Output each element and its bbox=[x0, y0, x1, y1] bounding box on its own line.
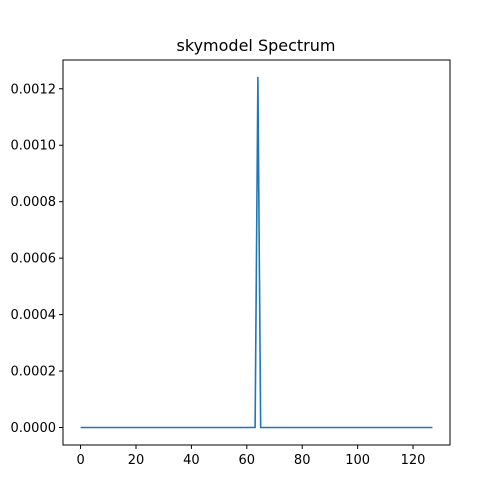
series-line-0 bbox=[80, 76, 433, 429]
y-tick-label: 0.0002 bbox=[11, 365, 57, 380]
x-tick-label: 80 bbox=[294, 453, 311, 468]
y-tick-label: 0.0000 bbox=[11, 421, 57, 436]
y-tick-label: 0.0004 bbox=[11, 308, 57, 323]
y-tick-label: 0.0010 bbox=[11, 139, 57, 154]
axes-frame bbox=[62, 59, 451, 446]
x-tick-label: 120 bbox=[401, 453, 426, 468]
x-tick-label: 40 bbox=[183, 453, 200, 468]
x-tick-label: 60 bbox=[239, 453, 256, 468]
y-tick-label: 0.0008 bbox=[11, 195, 57, 210]
y-axis: 0.0000 0.0002 0.0004 0.0006 0.0008 0.0010 0.00… bbox=[11, 82, 63, 436]
x-tick-label: 0 bbox=[76, 453, 84, 468]
x-tick-label: 20 bbox=[128, 453, 145, 468]
series-layer bbox=[80, 76, 433, 429]
y-tick-label: 0.0012 bbox=[11, 82, 57, 97]
x-tick-label: 100 bbox=[345, 453, 370, 468]
x-axis: 0 20 40 60 80 100 120 bbox=[76, 445, 425, 468]
y-tick-label: 0.0006 bbox=[11, 252, 57, 267]
chart-title: skymodel Spectrum bbox=[177, 36, 336, 55]
